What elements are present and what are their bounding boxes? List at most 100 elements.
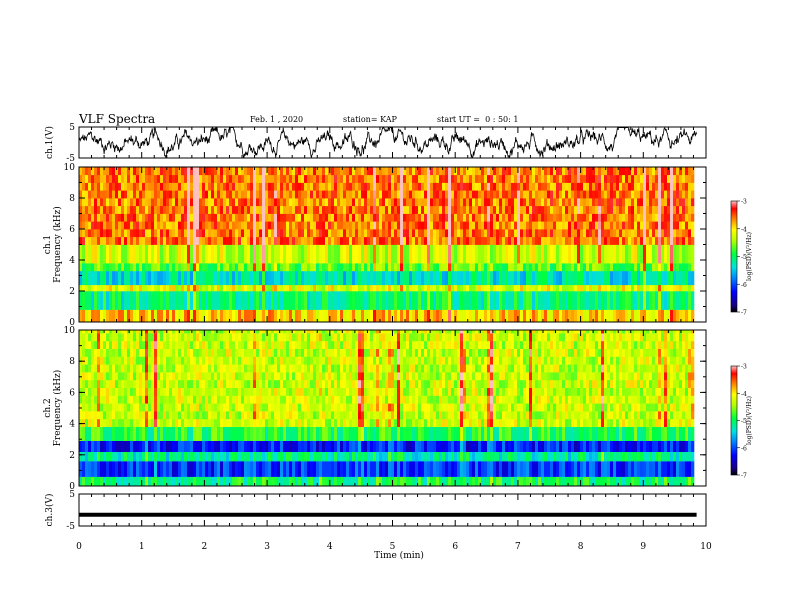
spectrogram-cell [235, 206, 238, 214]
spectrogram-cell [379, 214, 382, 222]
spectrogram-cell [316, 452, 319, 462]
spectrogram-cell [145, 357, 148, 365]
spectrogram-cell [319, 206, 322, 214]
spectrogram-cell [142, 330, 145, 333]
spectrogram-cell [298, 221, 301, 229]
spectrogram-cell [247, 357, 250, 365]
spectrogram-cell [364, 183, 367, 191]
spectrogram-cell [676, 263, 679, 271]
spectrogram-cell [172, 245, 175, 264]
spectrogram-cell [457, 310, 460, 323]
spectrogram-cell [571, 245, 574, 264]
spectrogram-cell [229, 441, 232, 452]
spectrogram-cell [526, 285, 529, 292]
spectrogram-cell [301, 221, 304, 229]
spectrogram-cell [301, 291, 304, 310]
spectrogram-cell [547, 291, 550, 310]
spectrogram-cell [250, 364, 253, 372]
spectrogram-cell [208, 263, 211, 271]
spectrogram-cell [643, 237, 646, 245]
spectrogram-cell [688, 214, 691, 222]
spectrogram-cell [364, 214, 367, 222]
spectrogram-cell [445, 229, 448, 237]
spectrogram-cell [295, 229, 298, 237]
spectrogram-cell [562, 229, 565, 237]
spectrogram-cell [607, 183, 610, 191]
spectrogram-cell [208, 411, 211, 419]
spectrogram-cell [490, 214, 493, 222]
spectrogram-cell [157, 372, 160, 380]
spectrogram-cell [103, 263, 106, 271]
spectrogram-cell [334, 190, 337, 198]
spectrogram-cell [145, 411, 148, 419]
spectrogram-cell [586, 221, 589, 229]
spectrogram-cell [307, 271, 310, 285]
spectrogram-cell [193, 357, 196, 365]
spectrogram-cell [247, 452, 250, 462]
spectrogram-cell [307, 285, 310, 292]
spectrogram-cell [445, 206, 448, 214]
spectrogram-cell [220, 364, 223, 372]
spectrogram-cell [136, 271, 139, 285]
spectrogram-cell [331, 310, 334, 323]
spectrogram-cell [604, 183, 607, 191]
spectrogram-cell [211, 271, 214, 285]
spectrogram-cell [151, 388, 154, 396]
spectrogram-cell [199, 206, 202, 214]
spectrogram-cell [106, 411, 109, 419]
spectrogram-cell [478, 206, 481, 214]
spectrogram-cell [91, 263, 94, 271]
spectrogram-cell [217, 477, 220, 487]
spectrogram-cell [499, 214, 502, 222]
spectrogram-cell [295, 167, 298, 175]
spectrogram-cell [511, 271, 514, 285]
spectrogram-cell [238, 477, 241, 487]
spectrogram-cell [397, 245, 400, 264]
spectrogram-cell [547, 310, 550, 323]
spectrogram-cell [217, 190, 220, 198]
spectrogram-cell [670, 271, 673, 285]
spectrogram-cell [262, 291, 265, 310]
spectrogram-cell [91, 364, 94, 372]
spectrogram-cell [289, 364, 292, 372]
spectrogram-cell [484, 198, 487, 206]
spectrogram-cell [598, 175, 601, 183]
spectrogram-cell [244, 214, 247, 222]
spectrogram-cell [421, 271, 424, 285]
spectrogram-cell [289, 419, 292, 427]
spectrogram-cell [259, 427, 262, 441]
spectrogram-cell [562, 310, 565, 323]
spectrogram-cell [601, 291, 604, 310]
spectrogram-cell [613, 271, 616, 285]
spectrogram-cell [130, 349, 133, 357]
spectrogram-cell [508, 183, 511, 191]
spectrogram-cell [148, 411, 151, 419]
spectrogram-cell [232, 245, 235, 264]
spectrogram-cell [544, 221, 547, 229]
spectrogram-cell [409, 221, 412, 229]
spectrogram-cell [82, 419, 85, 427]
spectrogram-cell [166, 341, 169, 349]
spectrogram-cell [256, 221, 259, 229]
spectrogram-cell [382, 183, 385, 191]
spectrogram-cell [637, 198, 640, 206]
spectrogram-cell [280, 357, 283, 365]
spectrogram-cell [250, 341, 253, 349]
spectrogram-cell [226, 183, 229, 191]
spectrogram-cell [499, 245, 502, 264]
spectrogram-cell [628, 175, 631, 183]
spectrogram-cell [85, 441, 88, 452]
spectrogram-cell [112, 229, 115, 237]
spectrogram-cell [340, 183, 343, 191]
spectrogram-cell [148, 441, 151, 452]
spectrogram-cell [148, 330, 151, 333]
spectrogram-cell [394, 221, 397, 229]
spectrogram-cell [244, 167, 247, 175]
spectrogram-cell [166, 411, 169, 419]
spectrogram-cell [91, 237, 94, 245]
spectrogram-cell [436, 285, 439, 292]
spectrogram-cell [304, 441, 307, 452]
spectrogram-cell [529, 175, 532, 183]
spectrogram-cell [343, 167, 346, 175]
spectrogram-cell [310, 357, 313, 365]
